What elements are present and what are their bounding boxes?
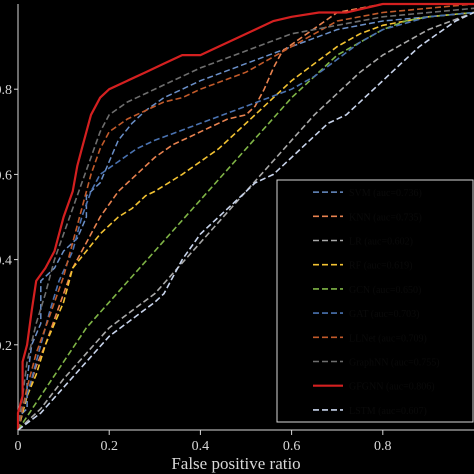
legend-label: LSTM (auc=0.607)	[349, 406, 427, 417]
legend-label: LR (auc=0.602)	[349, 237, 413, 248]
legend: SVM (auc=0.736) KNN (auc=0.735) LR (auc=0.…	[276, 179, 474, 423]
series-line-2	[17, 11, 474, 431]
y-tick-label: 0.2	[0, 339, 12, 354]
series-line-3	[17, 11, 474, 431]
y-tick-label: 0.6	[0, 168, 12, 183]
series-line-8	[16, 2, 474, 430]
x-tick-label: 0.4	[192, 439, 210, 454]
legend-label: LLNet (auc=0.709)	[349, 333, 427, 344]
legend-label: GraphNN (auc=0.755)	[349, 358, 440, 369]
legend-box	[276, 179, 474, 423]
x-tick-label: 0	[15, 439, 22, 454]
series-line-4	[17, 11, 474, 431]
series-line-6	[17, 3, 474, 431]
x-tick-label: 0.2	[100, 439, 118, 454]
series-line-9	[17, 11, 474, 431]
series-line-7	[17, 7, 474, 431]
y-tick-label: 0.4	[0, 254, 12, 269]
legend-label: GFGNN (auc=0.806)	[349, 382, 435, 393]
x-tick-label: 0.8	[374, 439, 392, 454]
x-axis-title: False positive ratio	[171, 454, 300, 473]
plot-area	[17, 4, 474, 431]
y-tick-label: 0.8	[0, 83, 12, 98]
x-ticks: 0 0.2 0.4 0.6 0.8	[15, 430, 392, 454]
series-line-0	[17, 11, 474, 430]
legend-label: SVM (auc=0.736)	[349, 188, 422, 199]
legend-label: GCN (auc=0.650)	[349, 285, 421, 296]
legend-label: RF (auc=0.619)	[349, 261, 412, 272]
series-lines	[16, 2, 474, 431]
legend-label: KNN (auc=0.735)	[349, 212, 422, 223]
series-line-5	[17, 11, 474, 431]
y-ticks: 0.2 0.4 0.6 0.8	[0, 83, 18, 354]
series-line-1	[17, 3, 474, 431]
legend-label: GAT (auc=0.703)	[349, 309, 419, 320]
x-tick-label: 0.6	[283, 439, 301, 454]
